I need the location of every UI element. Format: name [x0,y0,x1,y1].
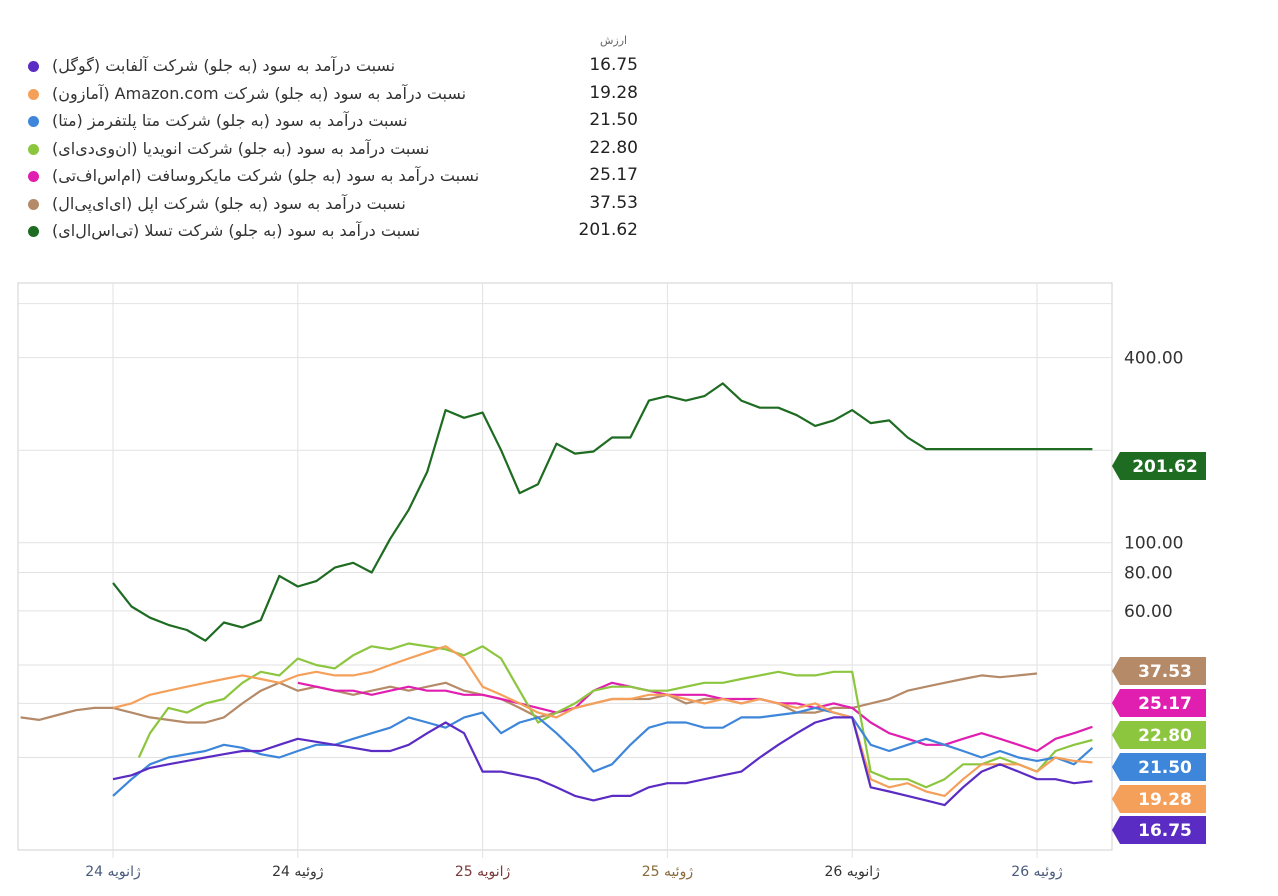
legend-dot-icon [28,198,39,210]
legend-value: 37.53 [589,192,638,213]
legend-item: نسبت درآمد به سود (به جلو) شرکت مایکروسا… [28,164,638,190]
series-line-googl [112,716,1093,807]
value-badge-label: 201.62 [1132,457,1198,477]
y-tick-label: 60.00 [1124,602,1173,622]
legend-dot-icon [28,88,39,100]
value-badge-label: 21.50 [1138,758,1192,778]
series-line-nvda [137,642,1093,789]
value-badge-label: 25.17 [1138,694,1192,714]
legend-label: نسبت درآمد به سود (به جلو) شرکت اپل (ای‌… [52,193,406,213]
legend-dot-icon [28,61,39,72]
series-line-amzn [112,645,1093,797]
series-line-meta [112,706,1094,797]
legend-item: نسبت درآمد به سود (به جلو) شرکت انویدیا … [28,137,638,163]
legend-value: 21.50 [589,110,638,130]
legend-value: 22.80 [589,137,638,158]
legend-label: نسبت درآمد به سود (به جلو) شرکت تسلا (تی… [52,221,421,240]
value-badge-label: 19.28 [1138,790,1192,810]
legend-label: نسبت درآمد به سود (به جلو) شرکت مایکروسا… [52,166,480,185]
legend-dot-icon [28,143,39,155]
value-badge-label: 16.75 [1138,821,1192,841]
y-tick-label: 400.00 [1124,349,1183,369]
x-tick-label: 24 ژوئیه [272,864,324,880]
legend-dot-icon [28,226,39,237]
legend-value: 201.62 [578,220,638,240]
legend-label: نسبت درآمد به سود (به جلو) شرکت متا پلتف… [52,111,408,130]
x-tick-label: 24 ژانویه [85,864,141,880]
legend-item: نسبت درآمد به سود (به جلو) شرکت Amazon.c… [28,82,638,108]
legend-dot-icon [28,116,39,127]
y-tick-label: 100.00 [1124,534,1183,554]
value-badge [1112,785,1206,813]
value-badge [1112,816,1206,844]
series-line-aapl [20,672,1038,724]
plot-area [17,282,1113,851]
legend-label: نسبت درآمد به سود (به جلو) شرکت آلفابت (… [52,56,396,75]
x-tick-label: 26 ژوئیه [1011,864,1063,880]
value-badge [1112,452,1206,480]
legend-item: نسبت درآمد به سود (به جلو) شرکت متا پلتف… [28,109,638,135]
legend-value: 19.28 [589,82,638,103]
value-badge-label: 22.80 [1138,726,1192,746]
value-badge [1112,689,1206,717]
value-badge [1112,657,1206,685]
legend-value: 16.75 [589,55,638,75]
legend-label: نسبت درآمد به سود (به جلو) شرکت Amazon.c… [52,83,467,103]
value-badge [1112,721,1206,749]
legend-dot-icon [28,171,39,182]
value-badge-label: 37.53 [1138,662,1192,682]
legend-header: ارزش [600,34,628,47]
series-line-tsla [112,382,1093,642]
x-tick-label: 26 ژانویه [824,864,880,880]
value-badge [1112,753,1206,781]
series-line-msft [297,681,1093,753]
legend-label: نسبت درآمد به سود (به جلو) شرکت انویدیا … [52,138,430,158]
y-tick-label: 80.00 [1124,563,1173,583]
legend-value: 25.17 [589,165,638,185]
x-tick-label: 25 ژوئیه [642,864,694,880]
legend-item: نسبت درآمد به سود (به جلو) شرکت اپل (ای‌… [28,192,638,218]
x-tick-label: 25 ژانویه [455,864,511,880]
legend-item: نسبت درآمد به سود (به جلو) شرکت آلفابت (… [28,54,638,80]
legend-item: نسبت درآمد به سود (به جلو) شرکت تسلا (تی… [28,219,638,245]
